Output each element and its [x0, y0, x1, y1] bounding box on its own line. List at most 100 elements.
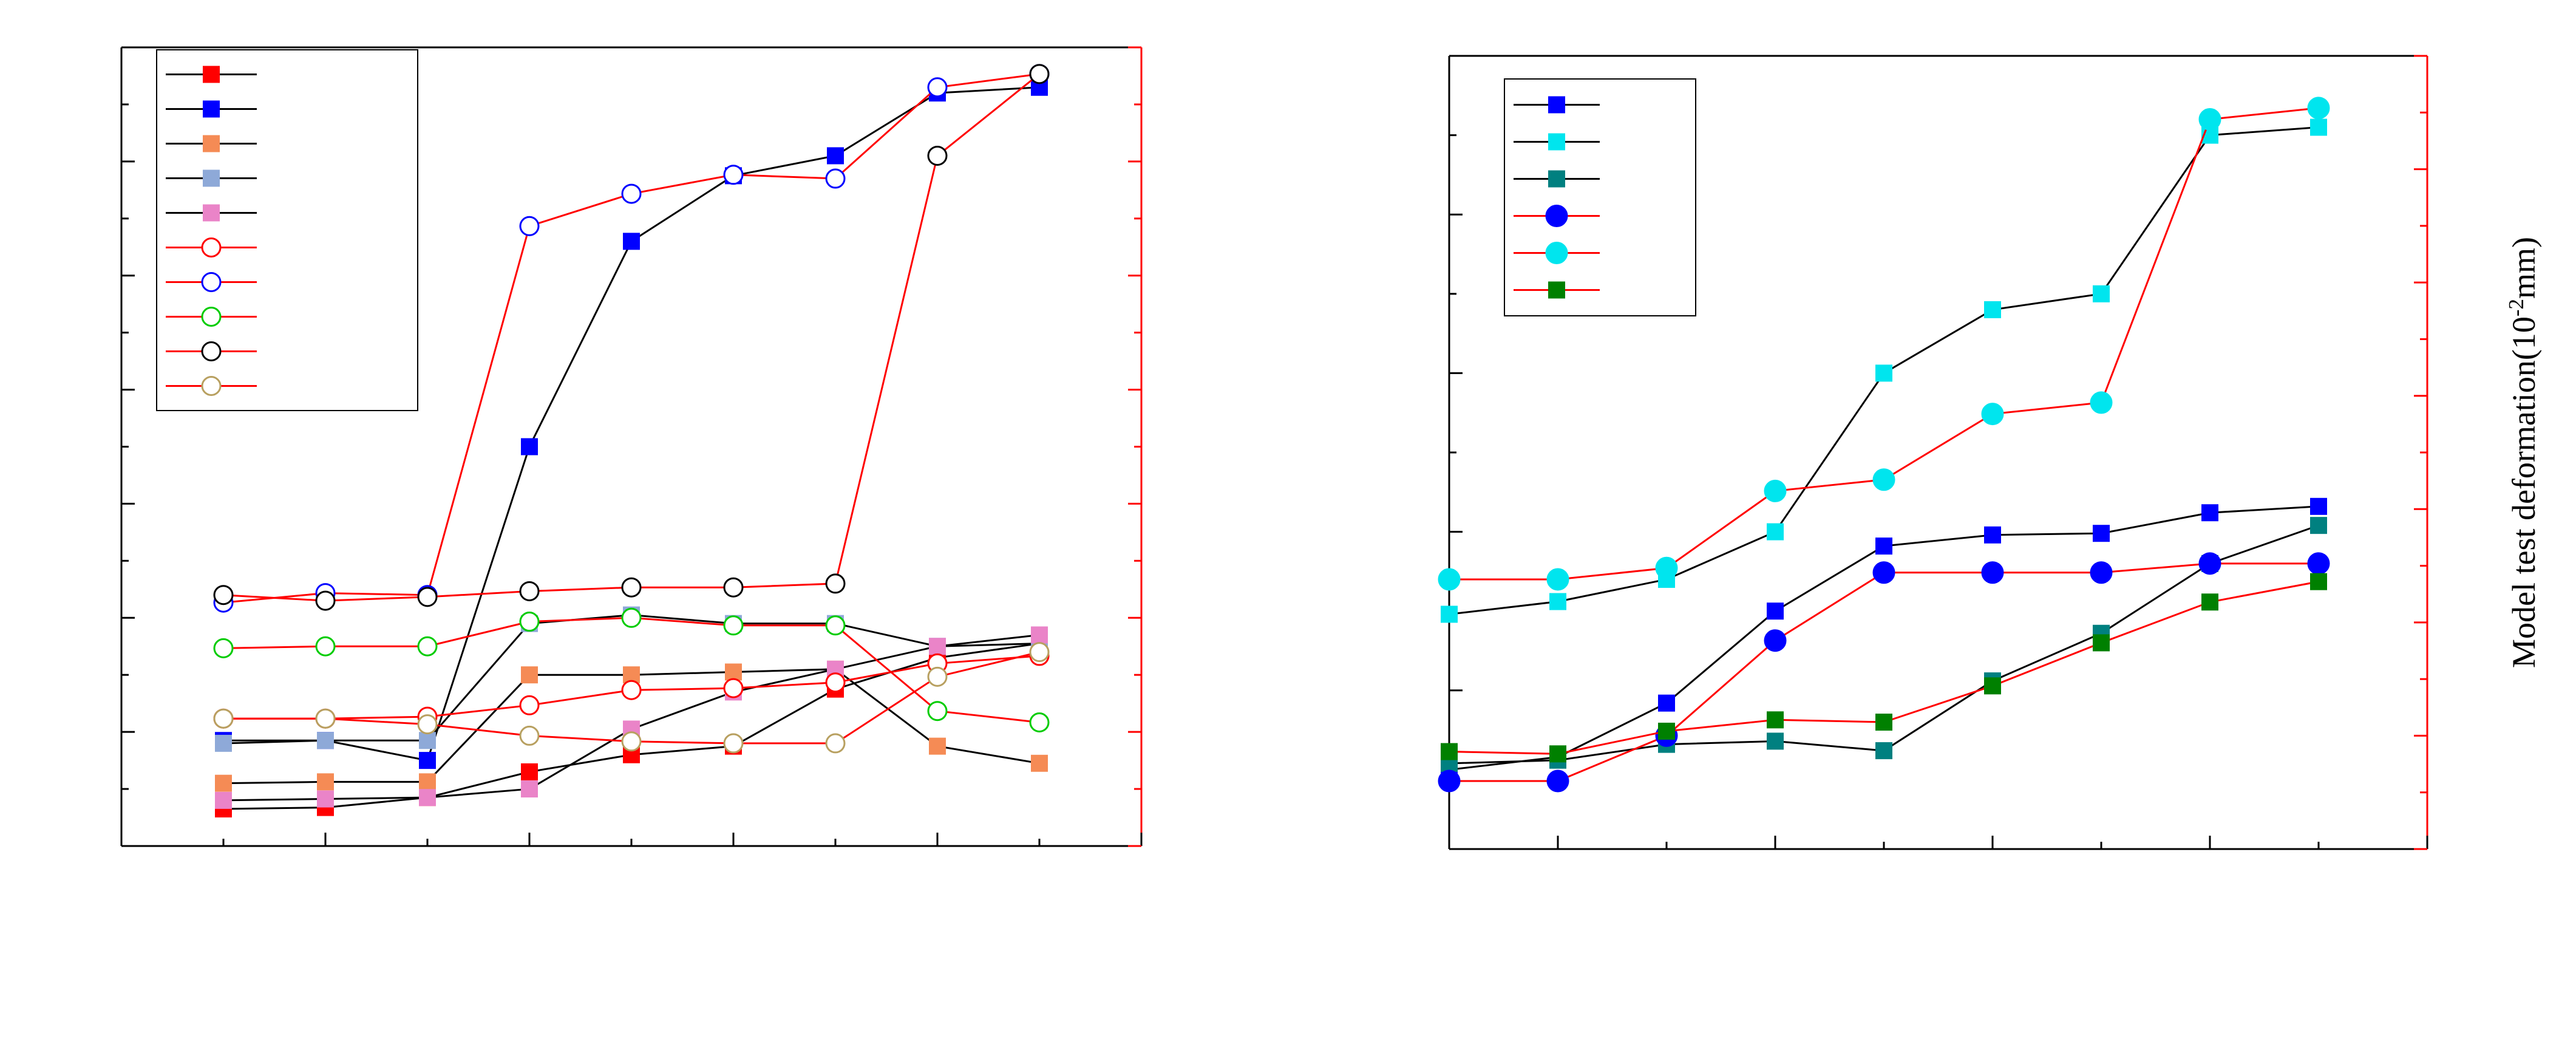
data-point-ns-l2	[827, 147, 844, 165]
data-point-mt-sl3	[519, 612, 540, 632]
data-point-ns-l4	[1875, 742, 1892, 760]
data-point-ns-l2	[2093, 525, 2110, 542]
series-mt-sl4	[1441, 573, 2327, 763]
data-point-mt-sl3	[723, 615, 744, 636]
data-point-ns-l3	[1441, 606, 1458, 623]
data-point-mt-sl4	[1767, 711, 1784, 729]
data-point-mt-sl3	[1981, 403, 2004, 426]
y2-axis-title: Model test deformation(10-2mm)	[2504, 237, 2543, 668]
data-point-mt-sl2	[1764, 629, 1787, 652]
panel-b-chart: Model test deformation(10-2mm)	[1438, 55, 2543, 850]
legend-marker	[203, 169, 220, 187]
data-point-mt-sl4	[1441, 743, 1458, 760]
y2-axis-title-sup: -2	[2504, 299, 2528, 316]
data-point-mt-sl4	[1875, 714, 1892, 731]
data-point-ns-l3	[215, 774, 232, 792]
data-point-mt-sl4	[621, 577, 642, 598]
data-point-mt-sl2	[519, 216, 540, 236]
data-point-mt-sl4	[417, 587, 438, 607]
data-point-ns-l3	[725, 663, 742, 681]
data-point-mt-sl2	[723, 165, 744, 185]
legend-marker	[1545, 205, 1568, 227]
series-ns-l3	[215, 660, 1048, 792]
data-point-ns-l5	[419, 789, 436, 807]
data-point-mt-sl3	[2307, 97, 2330, 120]
data-point-mt-sl2	[927, 77, 948, 98]
data-point-mt-sl4	[1549, 745, 1566, 763]
series-ns-l4	[1441, 517, 2327, 772]
data-point-mt-sl5	[213, 708, 234, 729]
data-point-mt-sl3	[1546, 568, 1569, 591]
data-point-mt-sl4	[825, 573, 846, 594]
y2-axis-title-tail: mm)	[2506, 237, 2542, 299]
legend-marker	[201, 272, 222, 292]
data-point-mt-sl4	[723, 577, 744, 598]
legend-marker	[1548, 96, 1565, 114]
data-point-ns-l2	[2201, 504, 2218, 522]
data-point-mt-sl4	[927, 145, 948, 166]
series-mt-sl1	[213, 646, 1050, 729]
data-point-ns-l2	[1767, 602, 1784, 620]
data-point-mt-sl5	[1029, 642, 1050, 663]
data-point-mt-sl5	[927, 666, 948, 687]
data-point-mt-sl5	[723, 733, 744, 754]
data-point-ns-l4	[1767, 732, 1784, 750]
data-point-mt-sl4	[2201, 593, 2218, 611]
data-point-mt-sl3	[1029, 712, 1050, 732]
legend-marker	[1548, 133, 1565, 151]
data-point-mt-sl3	[315, 636, 336, 657]
data-point-mt-sl3	[417, 636, 438, 657]
series-mt-sl3	[1438, 97, 2330, 591]
data-point-ns-l2	[1658, 694, 1675, 712]
data-point-mt-sl2	[1438, 769, 1461, 793]
data-point-ns-l5	[215, 791, 232, 809]
data-point-mt-sl4	[2093, 634, 2110, 652]
data-point-ns-l3	[2093, 285, 2110, 302]
data-point-ns-l3	[2310, 118, 2327, 136]
data-point-mt-sl3	[1655, 556, 1678, 579]
y2-axis-title-main: Model test deformation(10	[2506, 316, 2542, 668]
series-ns-l5	[215, 626, 1048, 809]
data-point-mt-sl2	[2307, 552, 2330, 575]
data-point-ns-l5	[1031, 626, 1048, 644]
data-point-mt-sl4	[1029, 64, 1050, 84]
data-point-mt-sl2	[1981, 561, 2004, 584]
data-point-mt-sl3	[213, 638, 234, 658]
legend-marker	[201, 341, 222, 361]
panel-a-chart	[120, 46, 1143, 847]
data-point-ns-l3	[419, 773, 436, 791]
data-point-mt-sl1	[519, 695, 540, 715]
legend-marker	[201, 237, 222, 258]
data-point-mt-sl2	[1872, 561, 1895, 584]
series-mt-sl4	[213, 64, 1050, 611]
data-point-ns-l5	[521, 780, 538, 798]
data-point-mt-sl1	[825, 672, 846, 693]
data-point-mt-sl3	[927, 701, 948, 722]
data-point-ns-l3	[929, 737, 946, 755]
data-point-mt-sl5	[519, 725, 540, 746]
legend-marker	[1548, 281, 1565, 299]
data-point-ns-l2	[623, 233, 640, 250]
data-point-mt-sl2	[621, 183, 642, 204]
data-point-mt-sl3	[1438, 568, 1461, 591]
series-ns-l3	[1441, 118, 2327, 623]
data-point-ns-l3	[1549, 593, 1566, 610]
data-point-mt-sl2	[1546, 769, 1569, 793]
data-point-mt-sl3	[1764, 479, 1787, 502]
legend-marker	[203, 135, 220, 152]
series-ns-l2	[1441, 497, 2327, 779]
data-point-ns-l4	[419, 732, 436, 749]
data-point-ns-l3	[1984, 301, 2001, 318]
legend-marker	[201, 307, 222, 327]
data-point-ns-l2	[1875, 537, 1892, 555]
legend-marker	[201, 376, 222, 396]
data-point-ns-l2	[419, 752, 436, 769]
series-mt-sl3	[213, 607, 1050, 732]
data-point-ns-l3	[317, 773, 334, 791]
data-point-mt-sl3	[825, 615, 846, 636]
data-point-mt-sl2	[2090, 561, 2113, 584]
data-point-mt-sl4	[2310, 573, 2327, 590]
data-point-ns-l4	[317, 732, 334, 749]
legend-marker	[203, 204, 220, 222]
